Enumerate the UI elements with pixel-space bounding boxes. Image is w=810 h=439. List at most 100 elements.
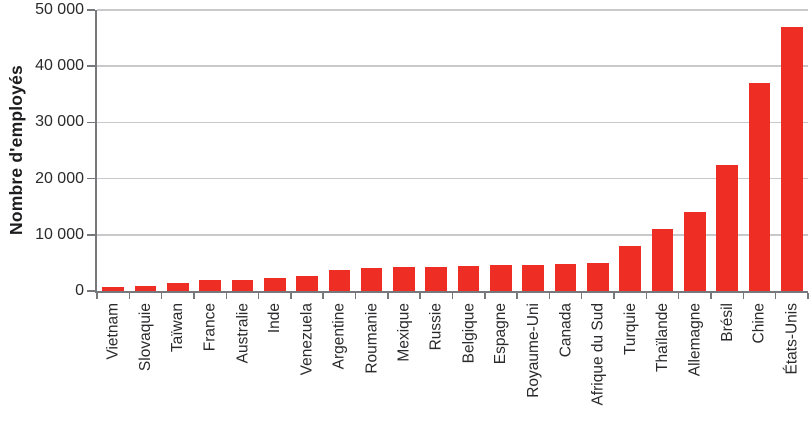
category-slot: Mexique [387, 10, 420, 362]
x-axis-tick [322, 293, 324, 299]
y-tick-label: 50 000 [35, 1, 84, 18]
bar [522, 264, 545, 291]
category-slot: Argentine [322, 10, 355, 369]
x-axis-label: Venezuela [298, 303, 316, 376]
y-tick-label: 0 [75, 282, 84, 299]
bar [134, 285, 157, 291]
x-axis-label: Turquie [621, 303, 639, 355]
category-slot: Australie [225, 10, 258, 363]
x-axis-label: Espagne [492, 303, 510, 365]
x-axis-label: Afrique du Sud [589, 303, 607, 406]
x-axis-label: Roumanie [363, 303, 381, 374]
x-axis-tick [387, 293, 389, 299]
bar [199, 280, 221, 291]
bars-container: Vietnam Slovaquie Taïwan France Australie Ind… [96, 10, 809, 406]
x-axis-tick [774, 293, 777, 299]
x-axis-tick [710, 293, 712, 299]
bar [619, 246, 641, 291]
x-axis-tick [742, 293, 744, 299]
x-axis-label: Australie [233, 303, 251, 364]
bar [780, 27, 803, 291]
y-axis-tick [87, 234, 95, 236]
category-slot: Roumanie [354, 10, 388, 374]
plot-area: Vietnam Slovaquie Taïwan France Australie Ind… [35, 1, 809, 406]
category-slot: Vietnam [96, 10, 129, 360]
category-slot: Thaïlande [645, 10, 678, 372]
bar [587, 263, 609, 291]
y-tick-label: 30 000 [35, 113, 84, 131]
category-slot: Russie [419, 10, 452, 350]
bar [263, 278, 286, 291]
x-axis-tick [96, 293, 98, 299]
gridline [97, 9, 808, 11]
category-slot: Taïwan [160, 10, 194, 352]
category-slot: Slovaquie [128, 10, 161, 371]
x-axis-label: Slovaquie [136, 303, 154, 372]
category-slot: Afrique du Sud [580, 10, 614, 406]
x-axis-tick [516, 293, 518, 299]
category-slot: Chine [742, 10, 775, 344]
gridline [97, 177, 808, 180]
x-axis-label: Taïwan [169, 303, 187, 353]
x-axis-tick [580, 293, 583, 299]
category-slot: Inde [257, 10, 291, 333]
x-axis-label: Russie [427, 303, 445, 351]
x-axis-tick [225, 293, 227, 299]
category-slot: Canada [548, 10, 581, 357]
y-axis-title: Nombre d'employés [6, 65, 26, 236]
category-slot: Espagne [484, 10, 517, 364]
x-axis-label: Vietnam [104, 303, 122, 360]
bar [554, 264, 577, 291]
category-slot: Allemagne [677, 10, 711, 376]
bar [296, 276, 318, 291]
y-axis-tick [87, 65, 95, 67]
category-slot: Turquie [613, 10, 646, 355]
x-axis-label: Canada [557, 303, 575, 358]
y-tick-label: 10 000 [35, 225, 84, 243]
x-axis-tick [160, 293, 163, 299]
x-axis-label: Belgique [460, 303, 478, 364]
bar [393, 267, 415, 291]
x-axis-tick [128, 293, 131, 299]
x-axis-label: Royaume-Uni [524, 303, 542, 398]
x-axis-tick [451, 293, 454, 299]
x-axis-tick [193, 293, 195, 299]
bar [231, 279, 254, 291]
gridline [97, 65, 808, 67]
x-axis-tick [484, 293, 486, 299]
x-axis-label: Brésil [718, 303, 736, 342]
x-axis-label: États-Unis [783, 303, 801, 375]
y-tick-label: 40 000 [35, 57, 84, 75]
bar [102, 286, 124, 291]
category-slot: Venezuela [290, 10, 323, 375]
y-axis-tick [87, 121, 95, 124]
gridline [97, 121, 808, 124]
y-axis-tick [87, 9, 95, 11]
x-axis-tick [807, 293, 809, 299]
x-axis-label: Inde [266, 303, 284, 334]
bar [166, 283, 189, 291]
bar [360, 267, 383, 291]
x-axis-label: Mexique [395, 303, 413, 362]
x-axis-tick [548, 293, 551, 299]
x-axis-label: Argentine [330, 303, 348, 370]
category-slot: Brésil [710, 10, 743, 342]
y-axis-tick [87, 177, 95, 180]
bar [490, 265, 512, 291]
bar [457, 266, 480, 291]
x-axis-label: Chine [750, 303, 768, 344]
y-tick-label: 20 000 [35, 169, 84, 187]
x-axis-tick [290, 293, 292, 299]
bar [651, 229, 674, 291]
x-axis-tick [613, 293, 615, 299]
x-axis-label: Thaïlande [653, 303, 671, 372]
x-axis-tick [257, 293, 260, 299]
x-axis-tick [419, 293, 421, 299]
category-slot: Royaume-Uni [516, 10, 549, 398]
x-axis-label: France [201, 303, 219, 352]
y-axis-tick [87, 290, 95, 292]
x-axis-tick [645, 293, 648, 299]
x-axis-tick [354, 293, 357, 299]
x-axis-label: Allemagne [686, 303, 704, 377]
